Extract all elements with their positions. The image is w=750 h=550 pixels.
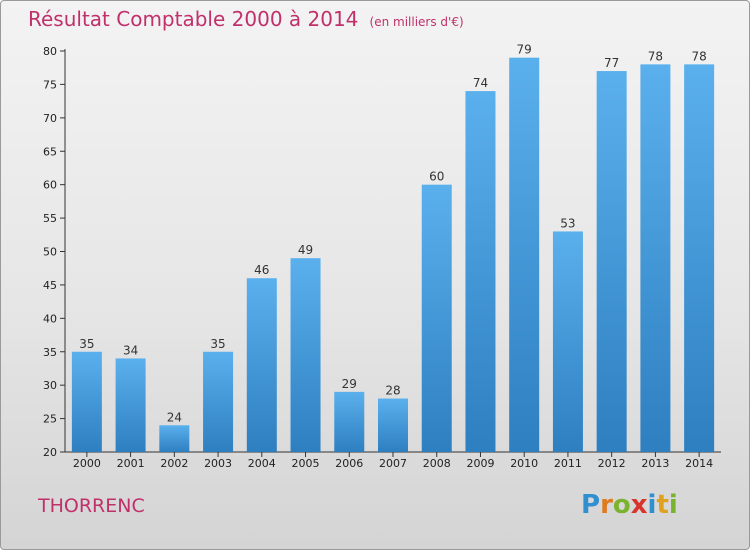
x-tick-label: 2011 <box>554 457 582 470</box>
x-tick-label: 2000 <box>73 457 101 470</box>
y-tick-label: 25 <box>43 413 57 426</box>
bar-2009 <box>465 91 496 452</box>
data-label: 46 <box>254 263 269 277</box>
chart-subtitle: (en milliers d'€) <box>369 15 464 29</box>
data-label: 28 <box>385 384 400 398</box>
labels: 35 34 24 35 46 49 29 28 60 74 79 53 77 78 78 <box>79 43 707 425</box>
x-tick-label: 2004 <box>248 457 276 470</box>
y-tick-label: 65 <box>43 145 57 158</box>
data-label: 35 <box>79 337 94 351</box>
data-label: 49 <box>298 243 313 257</box>
bar-2011 <box>552 231 583 452</box>
data-label: 35 <box>210 337 225 351</box>
x-tick-label: 2008 <box>423 457 451 470</box>
x-tick-label: 2003 <box>204 457 232 470</box>
town-name: THORRENC <box>38 495 145 517</box>
bar-2012 <box>596 71 627 453</box>
x-tick-label: 2001 <box>117 457 145 470</box>
y-tick-label: 40 <box>43 312 57 325</box>
axes: 20 25 30 35 40 45 50 55 60 65 70 75 80 2000 2001 2002 20… <box>43 45 721 470</box>
logo-letter: o <box>612 490 631 520</box>
bars <box>71 57 715 453</box>
data-label: 79 <box>517 43 532 57</box>
logo-letter: t <box>656 490 669 520</box>
x-tick-label: 2002 <box>160 457 188 470</box>
logo-letter: i <box>647 490 657 520</box>
logo-letter: P <box>581 490 601 520</box>
x-tick-label: 2014 <box>685 457 713 470</box>
y-tick-label: 50 <box>43 246 57 259</box>
y-tick-label: 80 <box>43 45 57 58</box>
x-tick-label: 2005 <box>292 457 320 470</box>
y-tick-label: 35 <box>43 346 57 359</box>
logo-letter: x <box>630 490 648 520</box>
bar-2001 <box>115 358 146 452</box>
bar-2008 <box>421 184 452 452</box>
logo-letter: i <box>668 490 678 520</box>
x-tick-label: 2009 <box>466 457 494 470</box>
data-label: 74 <box>473 76 488 90</box>
data-label: 60 <box>429 170 444 184</box>
bar-2003 <box>203 351 234 452</box>
data-label: 77 <box>604 56 619 70</box>
x-tick-label: 2012 <box>598 457 626 470</box>
bar-2014 <box>684 64 715 452</box>
data-label: 53 <box>560 216 575 230</box>
chart-title: Résultat Comptable 2000 à 2014 <box>28 7 359 31</box>
bar-2000 <box>71 351 102 452</box>
bar-2006 <box>334 391 365 452</box>
x-tick-label: 2013 <box>641 457 669 470</box>
y-tick-label: 75 <box>43 78 57 91</box>
y-tick-label: 45 <box>43 279 57 292</box>
data-label: 34 <box>123 343 138 357</box>
data-label: 78 <box>691 49 706 63</box>
proxiti-logo: Proxiti <box>581 490 678 520</box>
bar-2010 <box>509 57 540 452</box>
bar-2007 <box>378 398 408 452</box>
x-tick-label: 2010 <box>510 457 538 470</box>
data-label: 24 <box>167 410 182 424</box>
bar-2002 <box>159 425 190 452</box>
data-label: 78 <box>648 49 663 63</box>
y-tick-label: 60 <box>43 179 57 192</box>
bar-2004 <box>246 278 277 452</box>
logo-letter: r <box>600 490 613 520</box>
y-tick-label: 55 <box>43 212 57 225</box>
y-tick-label: 70 <box>43 112 57 125</box>
bar-2013 <box>640 64 671 452</box>
x-tick-label: 2006 <box>335 457 363 470</box>
y-tick-label: 20 <box>43 446 57 459</box>
y-tick-label: 30 <box>43 379 57 392</box>
bar-2005 <box>290 258 321 452</box>
data-label: 29 <box>342 377 357 391</box>
title-row: Résultat Comptable 2000 à 2014 (en milli… <box>28 7 464 31</box>
x-tick-label: 2007 <box>379 457 407 470</box>
